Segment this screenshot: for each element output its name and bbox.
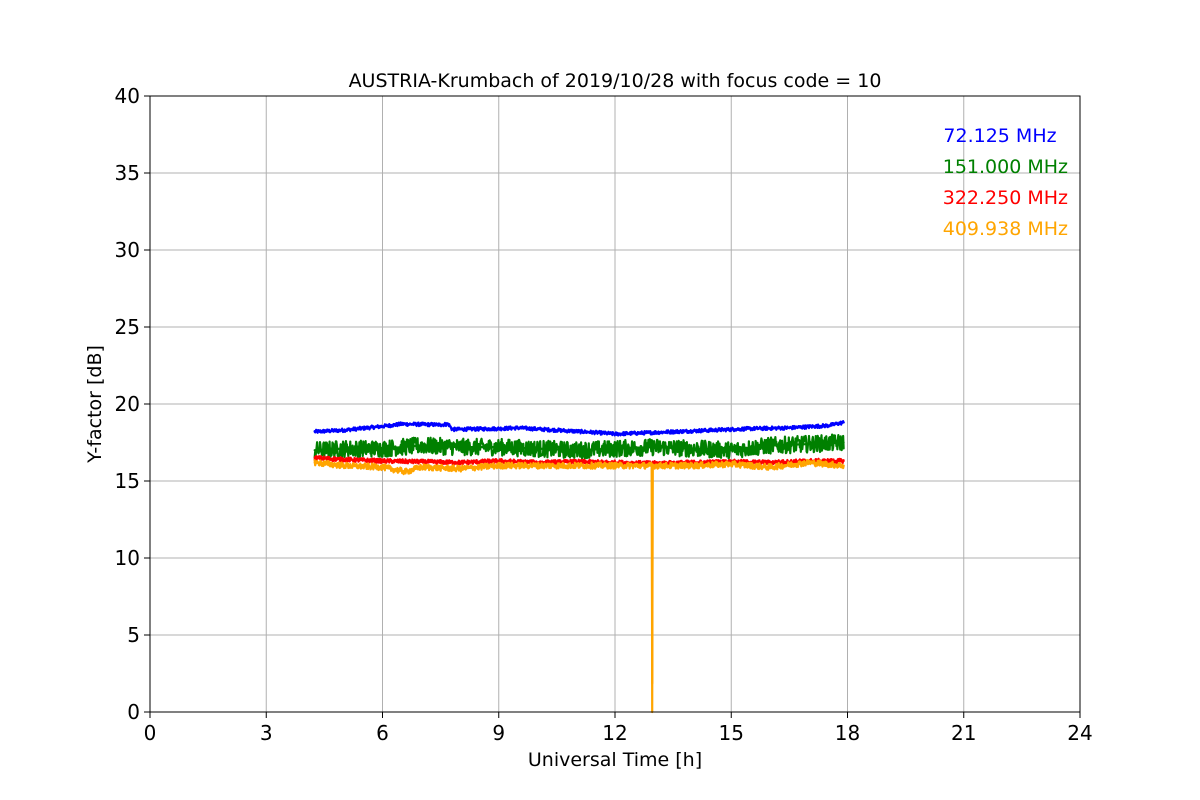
series-anchor-line-1 (313, 441, 845, 452)
x-tick-label: 21 (951, 721, 976, 745)
series-anchor-line-0 (313, 421, 845, 436)
chart-title: AUSTRIA-Krumbach of 2019/10/28 with focu… (349, 70, 882, 92)
series-line-1 (313, 433, 845, 460)
x-tick-label: 3 (260, 721, 273, 745)
legend-entry: 72.125 MHz (943, 125, 1056, 147)
x-tick-label: 0 (144, 721, 157, 745)
x-tick-label: 6 (376, 721, 389, 745)
legend: 72.125 MHz 151.000 MHz 322.250 MHz 409.938 … (943, 125, 1068, 240)
y-tick-label: 0 (127, 700, 140, 724)
legend-entry: 151.000 MHz (943, 156, 1068, 178)
y-tick-label: 15 (115, 469, 140, 493)
legend-entry: 322.250 MHz (943, 187, 1068, 209)
y-tick-label: 5 (127, 623, 140, 647)
y-tick-label: 10 (115, 546, 140, 570)
x-tick-label: 24 (1067, 721, 1092, 745)
ticks: 0 3 6 9 12 15 18 21 24 0 5 10 15 20 25 30 35 40 (115, 84, 1093, 745)
x-tick-label: 12 (602, 721, 627, 745)
y-tick-label: 30 (115, 238, 140, 262)
y-tick-label: 20 (115, 392, 140, 416)
x-tick-label: 15 (719, 721, 744, 745)
series-anchor-line-3 (313, 461, 845, 714)
y-tick-label: 40 (115, 84, 140, 108)
series-anchor-line-2 (313, 456, 845, 465)
y-axis-label: Y-factor [dB] (84, 345, 106, 464)
x-tick-label: 18 (835, 721, 860, 745)
x-tick-label: 9 (492, 721, 505, 745)
x-axis-label: Universal Time [h] (528, 749, 702, 771)
legend-entry: 409.938 MHz (943, 218, 1068, 240)
y-tick-label: 25 (115, 315, 140, 339)
y-tick-label: 35 (115, 161, 140, 185)
series-line-2 (313, 455, 845, 467)
series-layer (313, 420, 845, 714)
